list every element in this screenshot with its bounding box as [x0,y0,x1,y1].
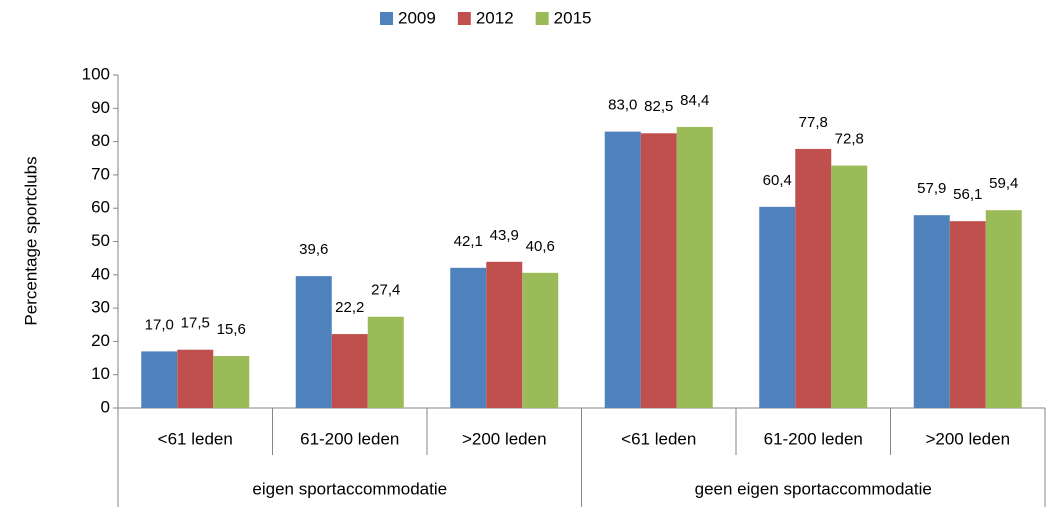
value-label: 17,0 [145,316,174,333]
bar [985,210,1022,408]
group-label: eigen sportaccommodatie [252,479,447,498]
legend-swatch [380,12,393,25]
value-label: 17,5 [181,315,210,332]
value-label: 77,8 [799,114,828,131]
x-tick-label: <61 leden [621,429,696,448]
value-label: 15,6 [217,321,246,338]
y-tick-label: 0 [101,397,110,416]
legend-label: 2009 [398,8,436,27]
bar [949,221,986,408]
x-tick-label: >200 leden [925,429,1010,448]
bar [604,131,641,409]
x-tick-label: >200 leden [462,429,547,448]
y-axis-label: Percentage sportclubs [21,156,40,325]
y-tick-label: 10 [91,364,110,383]
value-label: 72,8 [835,131,864,148]
bar [141,351,178,408]
value-label: 60,4 [763,172,792,189]
y-tick-label: 70 [91,164,110,183]
legend-swatch [535,12,549,25]
y-tick-label: 30 [91,298,110,317]
bar [486,261,523,408]
value-label: 56,1 [953,186,982,203]
value-label: 57,9 [917,180,946,197]
value-label: 39,6 [299,241,328,258]
bar [177,349,214,408]
bar [367,316,404,408]
value-label: 42,1 [454,233,483,250]
legend-label: 2012 [476,8,514,27]
bar [676,126,713,408]
value-label: 84,4 [680,92,709,109]
x-tick-label: 61-200 leden [764,429,863,448]
value-label: 40,6 [526,238,555,255]
y-tick-label: 50 [91,231,110,250]
bar [795,148,832,408]
value-label: 27,4 [371,282,400,299]
group-label: geen eigen sportaccommodatie [695,479,932,498]
bar [831,165,868,408]
value-label: 82,5 [644,98,673,115]
y-tick-label: 20 [91,331,110,350]
legend-swatch [457,12,471,25]
value-label: 59,4 [989,175,1018,192]
x-tick-label: <61 leden [158,429,233,448]
value-label: 22,2 [335,299,364,316]
y-tick-label: 80 [91,131,110,150]
bar [640,133,677,408]
bar [213,356,250,408]
value-label: 43,9 [490,227,519,244]
bar [522,272,559,408]
bar [295,276,332,408]
value-label: 83,0 [608,97,637,114]
bar [331,334,368,408]
bar [450,267,487,408]
y-tick-label: 100 [82,64,110,83]
bar [759,206,796,408]
y-tick-label: 40 [91,264,110,283]
y-tick-label: 90 [91,98,110,117]
y-tick-label: 60 [91,198,110,217]
legend-label: 2015 [554,8,592,27]
bar [913,215,950,408]
x-tick-label: 61-200 leden [300,429,399,448]
